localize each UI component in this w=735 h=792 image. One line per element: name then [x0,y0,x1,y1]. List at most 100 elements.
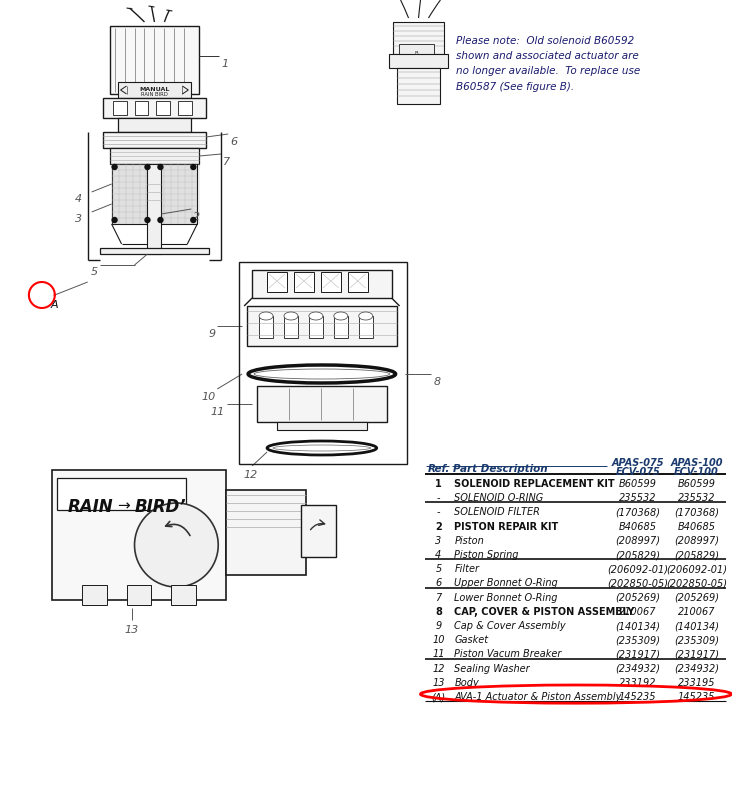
Text: Piston Spring: Piston Spring [454,550,519,560]
Text: 145235: 145235 [619,692,656,702]
Ellipse shape [284,312,298,320]
Text: 3: 3 [435,536,442,546]
Text: 6: 6 [435,578,442,588]
Bar [135,101,148,115]
Text: (205829): (205829) [674,550,719,560]
Bar [51,470,226,600]
Text: (170368): (170368) [674,508,719,517]
Bar [110,148,199,164]
Text: SOLENOID O-RING: SOLENOID O-RING [454,493,544,503]
Text: 235532: 235532 [619,493,656,503]
Bar [179,101,193,115]
Text: -: - [437,508,440,517]
Text: 210067: 210067 [619,607,656,617]
Text: 13: 13 [432,678,445,687]
Bar [397,68,440,104]
Bar [267,272,287,292]
Text: Cap & Cover Assembly: Cap & Cover Assembly [454,621,566,631]
Bar [126,585,151,605]
Bar [103,132,207,148]
Bar [309,316,323,338]
Bar [301,505,336,557]
Text: 3: 3 [74,214,82,224]
Text: 12: 12 [432,664,445,674]
Text: B: B [415,51,418,56]
Text: 9: 9 [208,329,215,339]
Circle shape [158,165,163,169]
Bar [277,422,367,430]
Circle shape [135,503,218,587]
Text: (205829): (205829) [615,550,660,560]
Circle shape [145,218,150,223]
Bar [57,478,187,510]
Text: 4: 4 [74,194,82,204]
Bar [252,270,392,298]
Text: Body: Body [454,678,479,687]
Bar [110,26,199,94]
Bar [82,585,107,605]
Text: 4: 4 [435,550,442,560]
Text: (234932): (234932) [674,664,719,674]
Text: (231917): (231917) [674,649,719,660]
Text: BIRD’: BIRD’ [135,498,186,516]
Text: SOLENOID REPLACEMENT KIT: SOLENOID REPLACEMENT KIT [454,479,615,489]
Text: PISTON REPAIR KIT: PISTON REPAIR KIT [454,522,559,531]
Circle shape [112,165,117,169]
Text: 8: 8 [435,607,442,617]
Bar [112,164,151,224]
Bar [389,54,448,68]
Bar [294,272,314,292]
Text: 10: 10 [201,392,215,402]
Text: →: → [117,498,130,513]
Bar [118,118,191,132]
Text: B60599: B60599 [619,479,657,489]
Text: A: A [51,300,59,310]
Text: 7: 7 [435,592,442,603]
Bar [100,248,209,254]
Bar [112,101,126,115]
Text: (170368): (170368) [615,508,660,517]
Circle shape [145,165,150,169]
Text: (235309): (235309) [615,635,660,645]
Bar [118,82,191,98]
Text: AVA-1 Actuator & Piston Assembly: AVA-1 Actuator & Piston Assembly [454,692,622,702]
Text: 5: 5 [90,267,98,277]
Bar [348,272,368,292]
Text: CAP, COVER & PISTON ASSEMBLY: CAP, COVER & PISTON ASSEMBLY [454,607,635,617]
Text: (202850-05): (202850-05) [666,578,727,588]
Text: 2: 2 [435,522,442,531]
Text: (234932): (234932) [615,664,660,674]
Text: (205269): (205269) [674,592,719,603]
Bar [148,164,162,254]
Text: 1: 1 [435,479,442,489]
Bar [257,386,387,422]
Bar [157,101,171,115]
Text: (206092-01): (206092-01) [666,564,727,574]
Ellipse shape [259,312,273,320]
Text: 10: 10 [432,635,445,645]
Text: APAS-075: APAS-075 [612,458,664,468]
Text: Ref.: Ref. [428,464,450,474]
Text: 2: 2 [193,212,201,222]
Text: (231917): (231917) [615,649,660,660]
Text: 13: 13 [124,625,139,635]
Bar [226,490,306,575]
Bar [392,22,445,54]
Text: 1: 1 [221,59,229,69]
Text: Upper Bonnet O-Ring: Upper Bonnet O-Ring [454,578,558,588]
Text: ECV-075: ECV-075 [615,467,660,477]
Text: (202850-05): (202850-05) [607,578,668,588]
Text: 210067: 210067 [678,607,715,617]
Ellipse shape [334,312,348,320]
Text: 235532: 235532 [678,493,715,503]
Text: (140134): (140134) [615,621,660,631]
Bar [334,316,348,338]
Text: MANUAL: MANUAL [139,87,170,92]
Bar [259,316,273,338]
Text: (235309): (235309) [674,635,719,645]
Text: 7: 7 [223,157,230,167]
Text: Piston: Piston [454,536,484,546]
Text: ECV-100: ECV-100 [674,467,719,477]
Text: B60599: B60599 [678,479,716,489]
Bar [239,262,406,464]
